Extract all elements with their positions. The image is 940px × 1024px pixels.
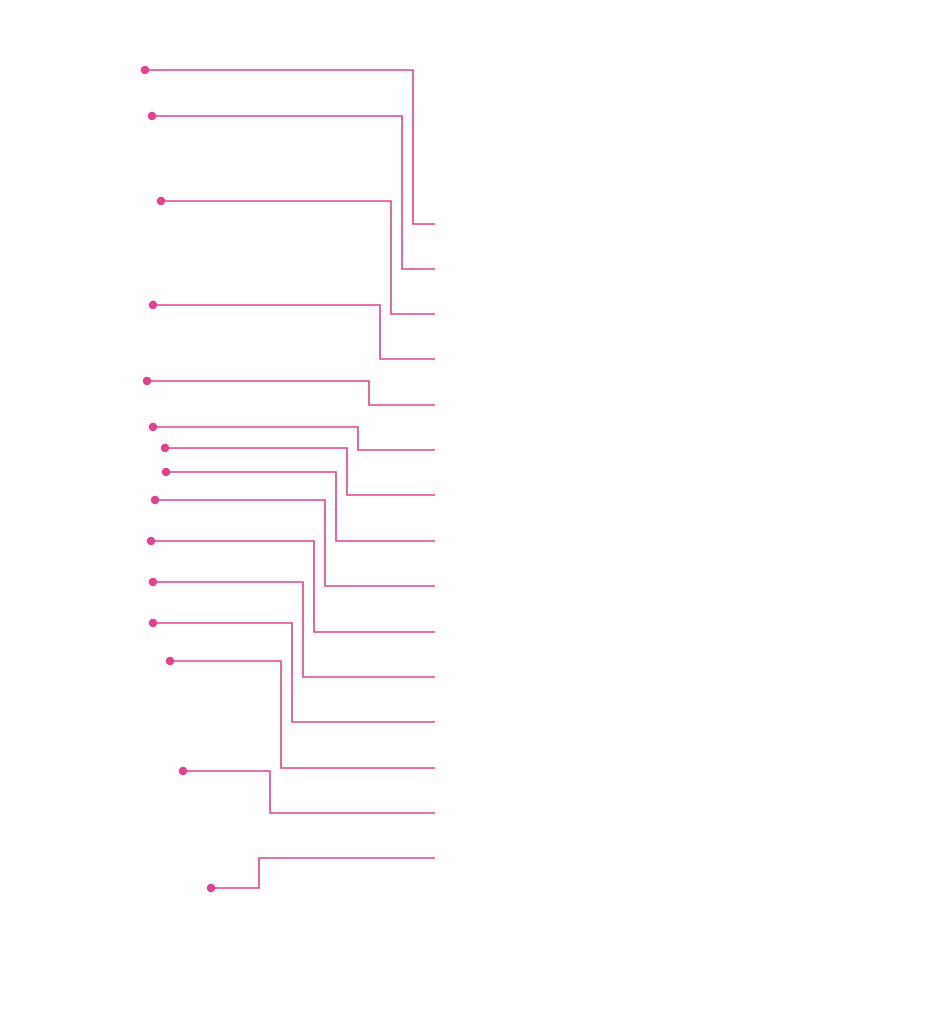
anchor-dot-13 [165, 656, 175, 666]
leader-line-7 [165, 447, 435, 496]
anchor-dot-1 [140, 65, 150, 75]
leader-line-6 [153, 426, 435, 451]
anchor-dot-15 [206, 883, 216, 893]
anchor-dot-3 [156, 196, 166, 206]
anchor-dot-6 [148, 422, 158, 432]
anchor-dot-9 [150, 495, 160, 505]
leader-line-13 [170, 660, 435, 769]
callout-6 [148, 422, 435, 451]
callout-9 [150, 495, 435, 587]
callout-10 [146, 536, 435, 633]
leader-line-1 [145, 69, 435, 225]
callout-7 [160, 443, 435, 496]
leader-line-15 [211, 857, 435, 889]
leader-line-9 [155, 499, 435, 587]
callout-14 [178, 766, 435, 814]
anchor-dot-7 [160, 443, 170, 453]
callout-15 [206, 857, 435, 893]
leader-line-14 [183, 770, 435, 814]
anchor-dot-12 [148, 618, 158, 628]
anchor-dot-8 [161, 467, 171, 477]
anchor-dot-10 [146, 536, 156, 546]
anchor-dot-2 [147, 111, 157, 121]
anchor-dot-5 [142, 376, 152, 386]
callout-8 [161, 467, 435, 542]
leader-line-2 [152, 115, 435, 270]
leader-line-11 [153, 581, 435, 678]
callout-4 [148, 300, 435, 360]
leader-line-3 [161, 200, 435, 315]
leader-line-8 [166, 471, 435, 542]
callout-12 [148, 618, 435, 723]
callout-2 [147, 111, 435, 270]
leader-line-5 [147, 380, 435, 406]
leader-line-4 [153, 304, 435, 360]
leader-line-10 [151, 540, 435, 633]
callout-11 [148, 577, 435, 678]
callout-1 [140, 65, 435, 225]
leader-line-12 [153, 622, 435, 723]
anchor-dot-14 [178, 766, 188, 776]
callout-5 [142, 376, 435, 406]
callout-3 [156, 196, 435, 315]
callout-layer [140, 65, 435, 893]
anchor-dot-11 [148, 577, 158, 587]
callout-13 [165, 656, 435, 769]
anchor-dot-4 [148, 300, 158, 310]
